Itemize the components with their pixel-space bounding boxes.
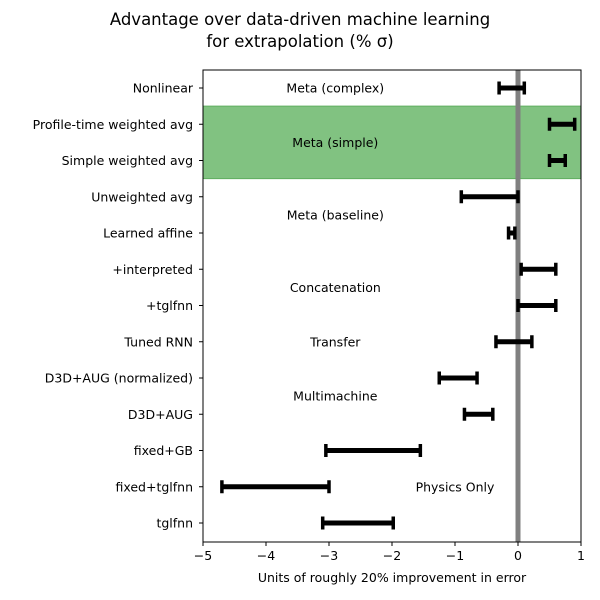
interval-bar xyxy=(516,299,558,312)
group-label: Multimachine xyxy=(293,389,378,404)
y-tick-label: fixed+tglfnn xyxy=(115,479,193,494)
interval-bar xyxy=(494,335,534,349)
y-tick-label: Profile-time weighted avg xyxy=(33,117,193,132)
interval-bar xyxy=(497,81,527,95)
group-label: Physics Only xyxy=(416,479,495,494)
y-tick-label: Tuned RNN xyxy=(123,334,193,349)
x-tick-label: −3 xyxy=(320,548,338,563)
x-tick-label: −4 xyxy=(257,548,275,563)
highlight-band xyxy=(202,105,582,180)
x-tick-label: 0 xyxy=(514,548,522,563)
y-tick-label: D3D+AUG (normalized) xyxy=(45,371,193,386)
x-axis-label: Units of roughly 20% improvement in erro… xyxy=(258,570,527,585)
chart-title-line-2: for extrapolation (% σ) xyxy=(206,32,394,51)
y-tick-label: Simple weighted avg xyxy=(62,153,193,168)
group-label: Meta (baseline) xyxy=(287,207,384,222)
y-tick-label: +interpreted xyxy=(112,262,193,277)
chart-title: Advantage over data-driven machine learn… xyxy=(0,9,600,53)
interval-bar xyxy=(547,117,577,131)
interval-bar xyxy=(320,516,396,530)
y-tick-label: fixed+GB xyxy=(134,443,193,458)
x-tick-label: −2 xyxy=(383,548,401,563)
chart-title-line-1: Advantage over data-driven machine learn… xyxy=(109,10,491,29)
group-label: Transfer xyxy=(309,334,361,349)
x-tick-label: −1 xyxy=(446,548,464,563)
y-tick-label: tglfnn xyxy=(156,516,193,531)
interval-bar xyxy=(437,371,479,385)
y-tick-label: Nonlinear xyxy=(133,81,194,96)
plot-area: Meta (complex) Meta (simple) Meta (baselin… xyxy=(33,69,585,563)
interval-bar xyxy=(519,262,558,276)
interval-bar xyxy=(506,226,517,240)
group-label: Concatenation xyxy=(290,280,381,295)
interval-bar xyxy=(547,154,567,167)
group-label: Meta (complex) xyxy=(286,81,384,96)
interval-bar xyxy=(459,190,520,204)
y-tick-label: Unweighted avg xyxy=(91,189,193,204)
interval-bar xyxy=(324,444,423,457)
interval-bar xyxy=(462,407,495,421)
y-tick-label: Learned affine xyxy=(103,226,193,241)
y-tick-label: +tglfnn xyxy=(146,298,193,313)
group-label: Meta (simple) xyxy=(292,135,378,150)
x-tick-label: 1 xyxy=(577,548,585,563)
interval-bar xyxy=(220,480,331,494)
y-tick-label: D3D+AUG xyxy=(128,407,193,422)
x-tick-label: −5 xyxy=(194,548,212,563)
